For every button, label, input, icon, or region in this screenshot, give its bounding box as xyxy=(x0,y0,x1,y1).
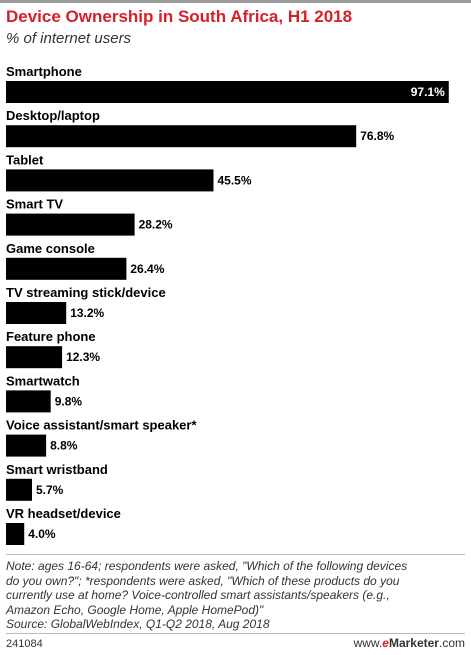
category-label: Desktop/laptop xyxy=(6,108,100,123)
bar xyxy=(6,434,47,457)
value-label: 26.4% xyxy=(130,262,164,276)
value-label: 9.8% xyxy=(55,394,83,408)
value-label: 12.3% xyxy=(66,350,100,364)
value-label: 28.2% xyxy=(139,218,173,232)
value-label: 76.8% xyxy=(360,129,394,143)
bar xyxy=(6,302,67,324)
bar xyxy=(6,81,449,103)
category-label: Feature phone xyxy=(6,329,96,344)
category-label: Game console xyxy=(6,241,95,256)
note-line: Amazon Echo, Google Home, Apple HomePod)… xyxy=(6,602,264,617)
value-label: 8.8% xyxy=(50,439,78,453)
bar xyxy=(6,125,357,148)
category-label: TV streaming stick/device xyxy=(6,285,166,300)
note-line: Note: ages 16-64; respondents were asked… xyxy=(6,559,408,573)
category-label: Smartwatch xyxy=(6,373,80,388)
source-line: Source: GlobalWebIndex, Q1-Q2 2018, Aug … xyxy=(6,617,270,631)
emarketer-logo[interactable]: www.eMarketer.com xyxy=(354,636,465,650)
note-line: do you own?"; *respondents were asked, "… xyxy=(6,573,400,588)
chart-id: 241084 xyxy=(6,638,43,650)
brand-prefix: www. xyxy=(353,636,383,650)
bar xyxy=(6,478,32,501)
bar xyxy=(6,213,135,236)
brand-name: Marketer xyxy=(388,636,439,650)
category-label: Tablet xyxy=(6,152,44,167)
value-label: 13.2% xyxy=(70,306,104,320)
bar xyxy=(6,346,63,369)
bar xyxy=(6,169,214,192)
bar xyxy=(6,390,51,413)
category-label: Smartphone xyxy=(6,64,82,79)
value-label: 45.5% xyxy=(217,173,251,187)
notes-block: Note: ages 16-64; respondents were asked… xyxy=(6,559,468,632)
brand-suffix: .com xyxy=(438,636,465,650)
category-label: Voice assistant/smart speaker* xyxy=(6,418,197,433)
category-label: Smart wristband xyxy=(6,462,108,477)
value-label: 4.0% xyxy=(28,527,56,541)
chart-subtitle: % of internet users xyxy=(6,30,132,47)
notes-divider xyxy=(6,554,465,555)
footer-divider xyxy=(6,633,465,634)
bar xyxy=(6,523,25,545)
value-label: 97.1% xyxy=(411,85,445,99)
note-line: currently use at home? Voice-controlled … xyxy=(6,588,390,602)
category-label: VR headset/device xyxy=(6,506,121,521)
value-label: 5.7% xyxy=(36,483,64,497)
brand-e: e xyxy=(382,636,389,650)
chart-title: Device Ownership in South Africa, H1 201… xyxy=(6,7,353,26)
top-rule xyxy=(0,0,471,3)
bar xyxy=(6,257,127,280)
category-label: Smart TV xyxy=(6,197,63,212)
bar-chart: Smartphone 97.1% Desktop/laptop 76.8% Tablet… xyxy=(6,64,449,545)
